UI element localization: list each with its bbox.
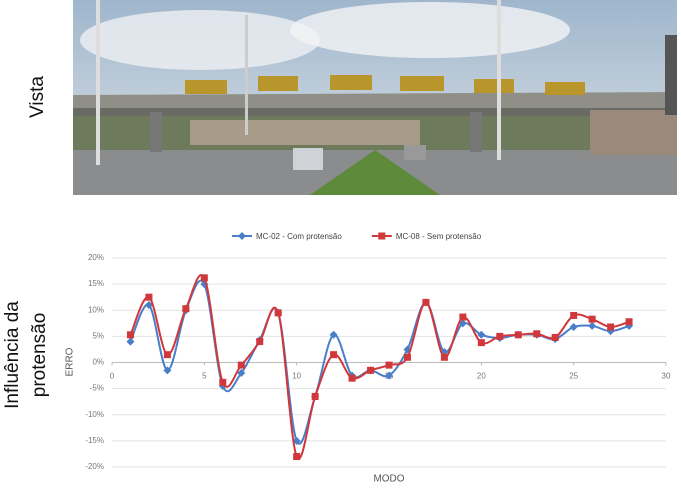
y-tick-label: 20% — [88, 253, 104, 262]
marker — [459, 313, 467, 321]
marker — [496, 332, 504, 340]
marker — [145, 293, 153, 301]
marker — [477, 339, 485, 347]
series-line — [129, 274, 630, 460]
marker — [367, 366, 375, 374]
marker — [570, 311, 578, 319]
y-tick-label: 10% — [88, 305, 104, 314]
marker — [126, 337, 135, 346]
marker — [274, 309, 282, 317]
marker — [238, 232, 246, 240]
marker — [551, 333, 559, 341]
photo — [73, 0, 677, 195]
marker — [588, 321, 597, 330]
y-tick-label: -10% — [85, 410, 104, 419]
marker — [330, 351, 338, 359]
marker — [569, 322, 578, 331]
marker — [625, 318, 633, 326]
x-tick-label: 10 — [292, 372, 301, 381]
marker — [163, 351, 171, 359]
x-tick-label: 0 — [110, 372, 115, 381]
panel-label: Influência da — [2, 301, 23, 409]
marker — [607, 323, 615, 331]
marker — [163, 366, 172, 375]
marker — [144, 301, 153, 310]
x-tick-label: 30 — [662, 372, 671, 381]
marker — [126, 331, 134, 339]
marker — [477, 330, 486, 339]
y-tick-label: 15% — [88, 279, 104, 288]
marker — [219, 378, 227, 386]
marker — [514, 331, 522, 339]
marker — [533, 330, 541, 338]
y-tick-label: -20% — [85, 462, 104, 471]
y-tick-label: 0% — [92, 358, 104, 367]
x-tick-label: 5 — [202, 372, 207, 381]
marker — [378, 232, 386, 240]
marker — [200, 274, 208, 282]
y-axis-label: ERRO — [65, 347, 76, 376]
y-tick-label: -5% — [90, 384, 104, 393]
marker — [311, 392, 319, 400]
marker — [256, 338, 264, 346]
marker — [385, 371, 393, 380]
marker — [329, 330, 338, 339]
panel-label: Vista — [27, 76, 48, 118]
marker — [440, 353, 448, 361]
y-tick-label: -15% — [85, 436, 104, 445]
x-tick-label: 25 — [569, 372, 578, 381]
legend-label: MC-08 - Sem protensão — [396, 232, 482, 241]
marker — [237, 361, 245, 369]
marker — [237, 368, 246, 377]
marker — [403, 353, 411, 361]
marker — [182, 305, 190, 313]
marker — [422, 298, 430, 306]
legend-label: MC-02 - Com protensão — [256, 232, 342, 241]
marker — [348, 374, 356, 382]
x-tick-label: 20 — [477, 372, 486, 381]
panel-label: protensão — [29, 313, 50, 398]
marker — [293, 453, 301, 461]
marker — [588, 315, 596, 323]
y-tick-label: 5% — [92, 331, 104, 340]
x-axis-label: MODO — [373, 474, 404, 485]
marker — [385, 361, 393, 369]
